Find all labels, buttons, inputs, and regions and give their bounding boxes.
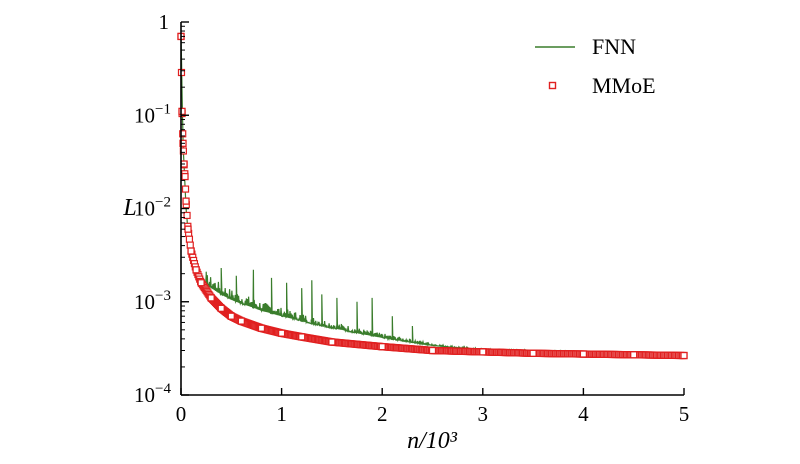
mmoe-point — [227, 312, 235, 320]
mmoe-point — [217, 304, 225, 312]
legend: FNN MMoE — [535, 34, 656, 98]
mmoe-marker — [185, 235, 194, 243]
mmoe-point — [184, 225, 192, 233]
y-tick-label: 10−2 — [134, 195, 171, 221]
mmoe-point — [328, 338, 336, 346]
mmoe-marker — [181, 185, 190, 193]
mmoe-point — [479, 348, 487, 356]
y-tick-label: 10−4 — [134, 381, 171, 407]
mmoe-point — [178, 107, 186, 116]
mmoe-point — [630, 351, 638, 359]
legend-fnn-label: FNN — [592, 34, 636, 59]
mmoe-point — [579, 350, 588, 358]
mmoe-point — [192, 266, 200, 274]
legend-mmoe-swatch — [548, 81, 557, 90]
mmoe-point — [207, 294, 215, 302]
mmoe-point — [298, 333, 306, 341]
x-tick-label: 1 — [276, 402, 287, 426]
y-tick-label: 10−1 — [134, 101, 171, 127]
x-axis-ticks: 0 1 2 3 4 5 — [176, 388, 690, 426]
mmoe-point — [181, 172, 189, 181]
mmoe-point — [529, 349, 537, 357]
mmoe-point — [182, 197, 190, 205]
y-axis-ticks: 10−4 10−3 10−2 10−1 1 — [134, 10, 189, 407]
x-tick-label: 4 — [578, 402, 589, 426]
mmoe-point — [277, 329, 286, 337]
x-tick-label: 0 — [176, 402, 187, 426]
mmoe-point — [187, 247, 195, 255]
mmoe-marker — [186, 241, 194, 249]
x-tick-label: 5 — [679, 402, 690, 426]
y-tick-label: 1 — [159, 10, 170, 34]
mmoe-point — [428, 346, 437, 355]
mmoe-point — [680, 351, 688, 360]
mmoe-marker — [183, 211, 191, 220]
y-axis-title: L — [122, 195, 136, 221]
mmoe-point — [197, 279, 205, 287]
legend-mmoe-label: MMoE — [592, 73, 656, 98]
mmoe-point — [378, 342, 386, 351]
mmoe-marker — [179, 130, 187, 138]
mmoe-point — [237, 317, 246, 325]
plot-area: 0 1 2 3 4 5 10−4 10−3 10−2 10−1 1 — [134, 10, 689, 426]
mmoe-point — [257, 324, 266, 332]
mmoe-series — [177, 32, 688, 360]
x-tick-label: 2 — [377, 402, 388, 426]
x-tick-label: 3 — [478, 402, 489, 426]
y-tick-label: 10−3 — [134, 288, 171, 314]
x-axis-title: n/10³ — [407, 428, 458, 454]
